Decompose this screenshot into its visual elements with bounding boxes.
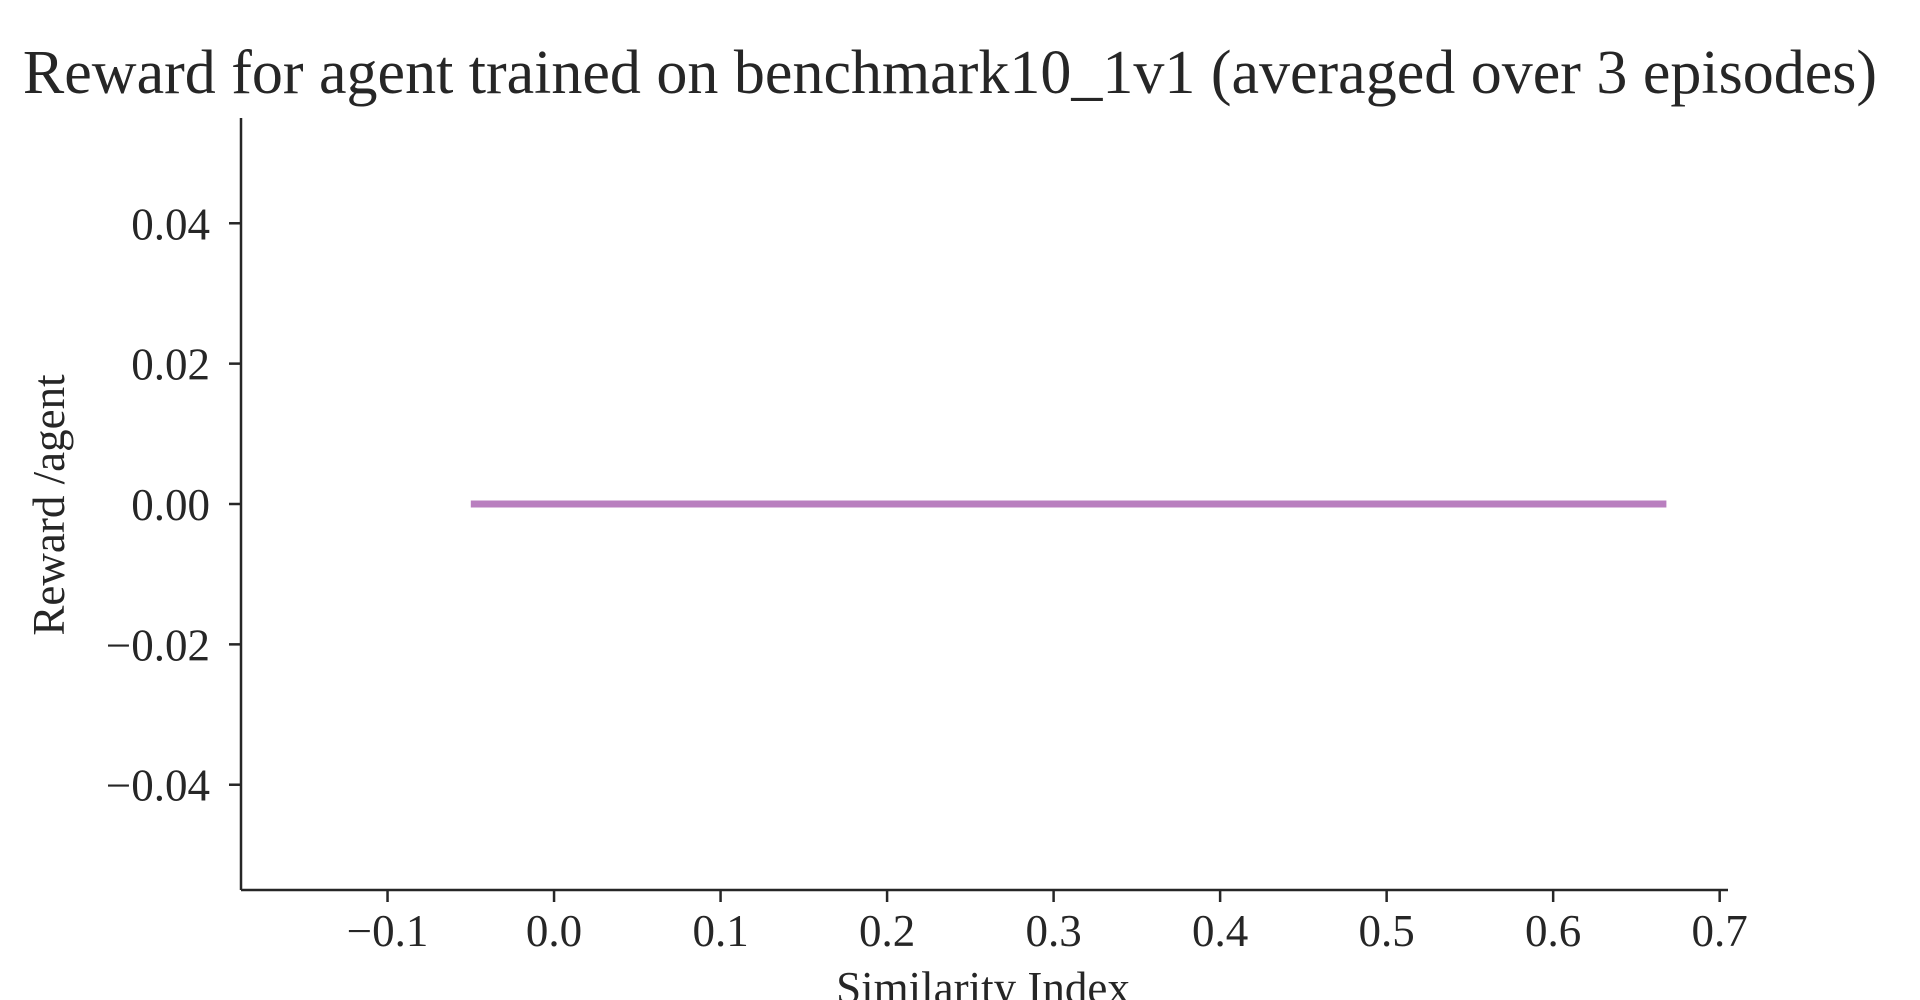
y-tick-label: 0.00 <box>131 480 210 530</box>
x-tick-label: 0.0 <box>526 906 582 956</box>
y-tick-label: 0.04 <box>131 199 210 249</box>
x-tick-label: 0.7 <box>1692 906 1748 956</box>
x-axis-label: Similarity Index <box>836 963 1130 1000</box>
x-tick-label: 0.1 <box>692 906 748 956</box>
x-tick-label: −0.1 <box>347 906 429 956</box>
y-axis-ticks: 0.04 0.02 0.00 −0.02 −0.04 <box>106 199 241 811</box>
y-tick-label: −0.02 <box>106 620 210 670</box>
x-tick-label: 0.2 <box>859 906 915 956</box>
x-tick-label: 0.4 <box>1192 906 1248 956</box>
chart-title: Reward for agent trained on benchmark10_… <box>23 39 1877 107</box>
x-axis-ticks: −0.1 0.0 0.1 0.2 0.3 0.4 0.5 0.6 0.7 <box>347 890 1748 956</box>
y-axis-label: Reward /agent <box>24 374 74 636</box>
y-tick-label: −0.04 <box>106 761 210 811</box>
y-tick-label: 0.02 <box>131 340 210 390</box>
x-tick-label: 0.5 <box>1359 906 1415 956</box>
x-tick-label: 0.3 <box>1025 906 1081 956</box>
x-tick-label: 0.6 <box>1525 906 1581 956</box>
